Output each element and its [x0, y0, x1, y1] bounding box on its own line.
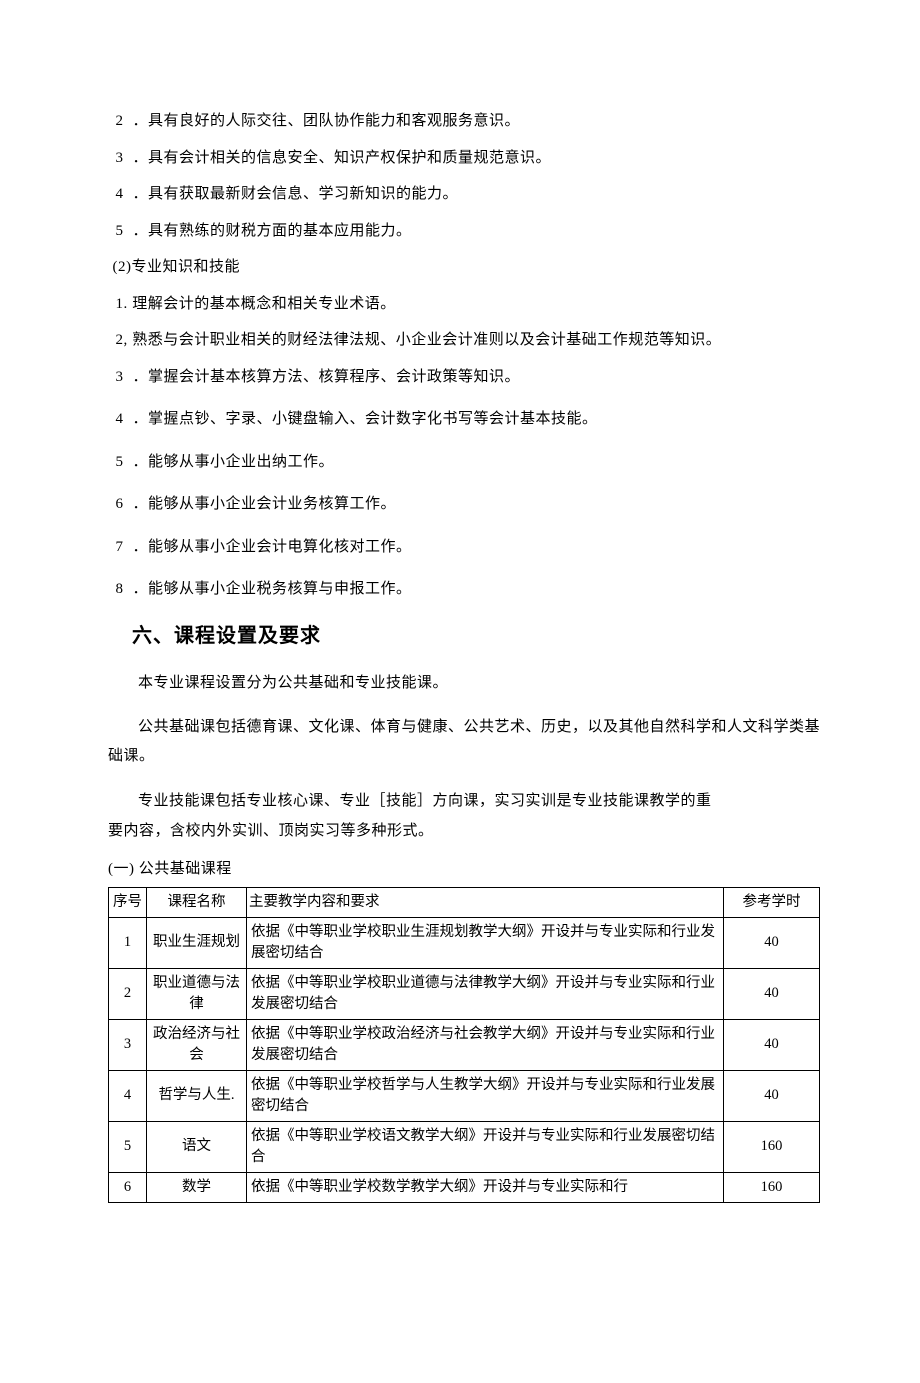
cell-course-name: 语文: [147, 1121, 247, 1172]
list-item: 1.理解会计的基本概念和相关专业术语。: [108, 293, 820, 316]
list-item: 3 ．具有会计相关的信息安全、知识产权保护和质量规范意识。: [108, 147, 820, 170]
list-item-text: 熟悉与会计职业相关的财经法律法规、小企业会计准则以及会计基础工作规范等知识。: [132, 332, 721, 348]
cell-hours: 40: [724, 1070, 820, 1121]
cell-seq: 1: [109, 917, 147, 968]
cell-seq: 2: [109, 968, 147, 1019]
list-item-number: 2,: [116, 332, 128, 348]
public-basic-course-table: 序号 课程名称 主要教学内容和要求 参考学时 1职业生涯规划依据《中等职业学校职…: [108, 887, 820, 1203]
list-item-text: ．具有良好的人际交往、团队协作能力和客观服务意识。: [133, 113, 521, 129]
list-item-number: 5: [116, 223, 124, 239]
list-item-text: ．能够从事小企业会计电算化核对工作。: [133, 539, 412, 555]
cell-course-name: 哲学与人生.: [147, 1070, 247, 1121]
list-item-number: 6: [116, 496, 124, 512]
list-item-number: 7: [116, 539, 124, 555]
sub-heading-knowledge-skills: (2)专业知识和技能: [108, 256, 820, 279]
cell-seq: 3: [109, 1019, 147, 1070]
cell-seq: 4: [109, 1070, 147, 1121]
list-item-number: 5: [116, 454, 124, 470]
list-item-text: ．能够从事小企业税务核算与申报工作。: [133, 581, 412, 597]
cell-course-name: 职业道德与法律: [147, 968, 247, 1019]
table-row: 4哲学与人生.依据《中等职业学校哲学与人生教学大纲》开设并与专业实际和行业发展密…: [109, 1070, 820, 1121]
table-row: 5语文依据《中等职业学校语文教学大纲》开设并与专业实际和行业发展密切结合160: [109, 1121, 820, 1172]
cell-course-name: 数学: [147, 1172, 247, 1202]
subsection-public-basic: (一) 公共基础课程: [108, 858, 820, 881]
curriculum-para-3: 专业技能课包括专业核心课、专业［技能］方向课，实习实训是专业技能课教学的重 要内…: [108, 786, 820, 846]
cell-seq: 5: [109, 1121, 147, 1172]
section-title-curriculum: 六、课程设置及要求: [108, 621, 820, 651]
list-item-text: ．具有熟练的财税方面的基本应用能力。: [133, 223, 412, 239]
list-item: 2,熟悉与会计职业相关的财经法律法规、小企业会计准则以及会计基础工作规范等知识。: [108, 329, 820, 352]
curriculum-para-1: 本专业课程设置分为公共基础和专业技能课。: [108, 669, 820, 698]
table-row: 1职业生涯规划依据《中等职业学校职业生涯规划教学大纲》开设并与专业实际和行业发展…: [109, 917, 820, 968]
col-header-seq: 序号: [109, 887, 147, 917]
cell-content: 依据《中等职业学校职业道德与法律教学大纲》开设并与专业实际和行业发展密切结合: [247, 968, 724, 1019]
table-header-row: 序号 课程名称 主要教学内容和要求 参考学时: [109, 887, 820, 917]
list-item: 4 ．具有获取最新财会信息、学习新知识的能力。: [108, 183, 820, 206]
table-row: 6数学依据《中等职业学校数学教学大纲》开设并与专业实际和行160: [109, 1172, 820, 1202]
cell-course-name: 政治经济与社会: [147, 1019, 247, 1070]
list-item-text: ．具有获取最新财会信息、学习新知识的能力。: [133, 186, 459, 202]
cell-content: 依据《中等职业学校语文教学大纲》开设并与专业实际和行业发展密切结合: [247, 1121, 724, 1172]
list-item: 2 ．具有良好的人际交往、团队协作能力和客观服务意识。: [108, 110, 820, 133]
list-item-text: ．能够从事小企业出纳工作。: [133, 454, 335, 470]
list-item: 3 ．掌握会计基本核算方法、核算程序、会计政策等知识。: [108, 366, 820, 389]
cell-seq: 6: [109, 1172, 147, 1202]
knowledge-skill-list: 1.理解会计的基本概念和相关专业术语。 2,熟悉与会计职业相关的财经法律法规、小企…: [108, 293, 820, 601]
curriculum-para-3-line1: 专业技能课包括专业核心课、专业［技能］方向课，实习实训是专业技能课教学的重: [108, 786, 820, 816]
table-row: 2职业道德与法律依据《中等职业学校职业道德与法律教学大纲》开设并与专业实际和行业…: [109, 968, 820, 1019]
list-item: 6 ．能够从事小企业会计业务核算工作。: [108, 493, 820, 516]
list-item-number: 3: [116, 369, 124, 385]
col-header-content: 主要教学内容和要求: [247, 887, 724, 917]
list-item-number: 3: [116, 150, 124, 166]
list-item: 8 ．能够从事小企业税务核算与申报工作。: [108, 578, 820, 601]
cell-content: 依据《中等职业学校数学教学大纲》开设并与专业实际和行: [247, 1172, 724, 1202]
cell-hours: 40: [724, 917, 820, 968]
cell-content: 依据《中等职业学校职业生涯规划教学大纲》开设并与专业实际和行业发展密切结合: [247, 917, 724, 968]
list-item-number: 8: [116, 581, 124, 597]
list-item-text: 理解会计的基本概念和相关专业术语。: [132, 296, 396, 312]
list-item: 4 ．掌握点钞、字录、小键盘输入、会计数字化书写等会计基本技能。: [108, 408, 820, 431]
list-item-text: ．掌握点钞、字录、小键盘输入、会计数字化书写等会计基本技能。: [133, 411, 598, 427]
list-item-text: ．掌握会计基本核算方法、核算程序、会计政策等知识。: [133, 369, 521, 385]
col-header-name: 课程名称: [147, 887, 247, 917]
cell-hours: 160: [724, 1172, 820, 1202]
table-row: 3政治经济与社会依据《中等职业学校政治经济与社会教学大纲》开设并与专业实际和行业…: [109, 1019, 820, 1070]
list-item-text: ．具有会计相关的信息安全、知识产权保护和质量规范意识。: [133, 150, 552, 166]
cell-hours: 40: [724, 1019, 820, 1070]
curriculum-para-3-line2: 要内容，含校内外实训、顶岗实习等多种形式。: [108, 823, 434, 839]
cell-course-name: 职业生涯规划: [147, 917, 247, 968]
curriculum-para-2: 公共基础课包括德育课、文化课、体育与健康、公共艺术、历史，以及其他自然科学和人文…: [108, 713, 820, 770]
col-header-hours: 参考学时: [724, 887, 820, 917]
list-item-text: ．能够从事小企业会计业务核算工作。: [133, 496, 397, 512]
cell-content: 依据《中等职业学校哲学与人生教学大纲》开设并与专业实际和行业发展密切结合: [247, 1070, 724, 1121]
list-item-number: 1.: [116, 296, 128, 312]
cell-hours: 160: [724, 1121, 820, 1172]
list-item: 5 ．具有熟练的财税方面的基本应用能力。: [108, 220, 820, 243]
list-item-number: 4: [116, 186, 124, 202]
list-item-number: 4: [116, 411, 124, 427]
list-item: 7 ．能够从事小企业会计电算化核对工作。: [108, 536, 820, 559]
list-item-number: 2: [116, 113, 124, 129]
cell-hours: 40: [724, 968, 820, 1019]
cell-content: 依据《中等职业学校政治经济与社会教学大纲》开设并与专业实际和行业发展密切结合: [247, 1019, 724, 1070]
ability-list: 2 ．具有良好的人际交往、团队协作能力和客观服务意识。 3 ．具有会计相关的信息安全、…: [108, 110, 820, 242]
list-item: 5 ．能够从事小企业出纳工作。: [108, 451, 820, 474]
